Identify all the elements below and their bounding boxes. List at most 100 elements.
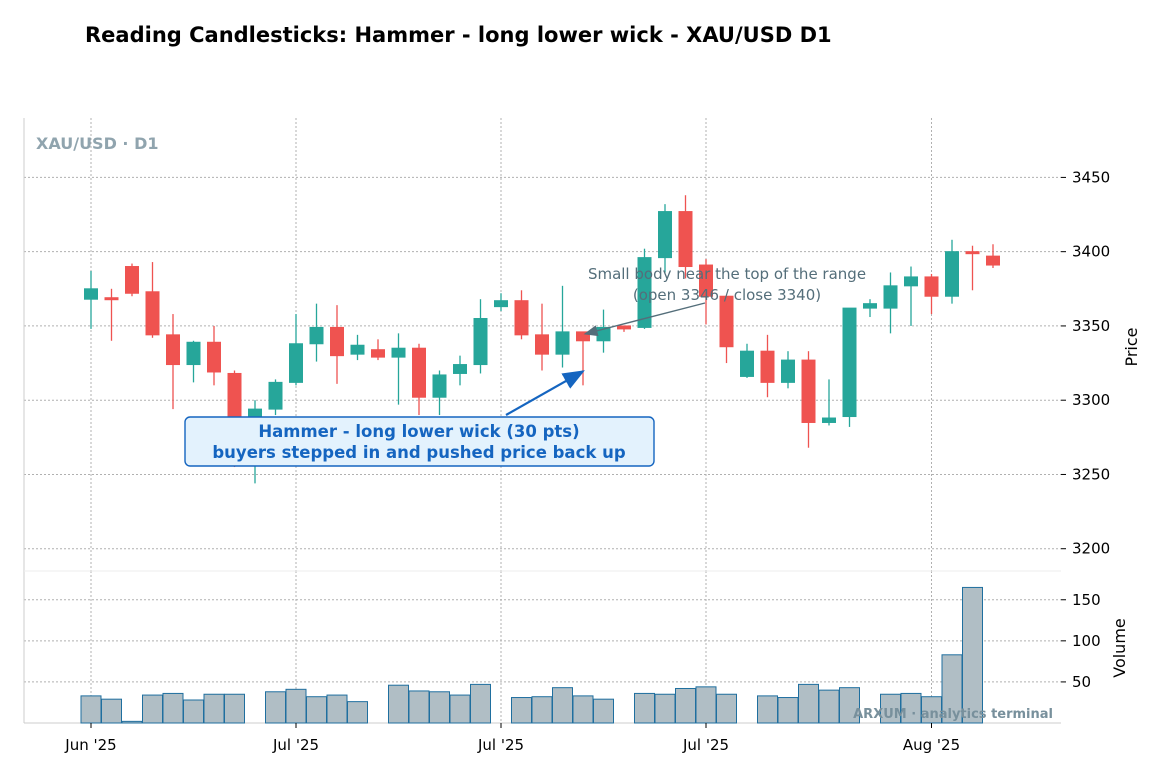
candle-body [986, 255, 1000, 266]
hammer-callout-line-2: buyers stepped in and pushed price back … [212, 443, 625, 462]
candle-body [207, 341, 221, 373]
candle-body [84, 288, 98, 300]
date-tick-label: Jul '25 [682, 736, 729, 754]
hammer-callout-line-1: Hammer - long lower wick (30 pts) [258, 422, 579, 441]
candle-body [166, 334, 180, 366]
volume-bar [265, 691, 286, 724]
volume-bar [306, 696, 327, 724]
volume-bar [429, 691, 450, 724]
volume-tick-label: 100 [1072, 632, 1101, 650]
date-tick-labels: Jun '25 Jul '25 Jul '25 Jul '25 Aug '25 [64, 723, 960, 754]
volume-grid [24, 571, 1061, 723]
candle-body [760, 350, 775, 383]
volume-tick-label: 150 [1072, 591, 1101, 609]
candle-body [473, 318, 488, 366]
volume-bar [224, 693, 245, 724]
volume-bar [347, 701, 368, 724]
candle-body [125, 266, 139, 294]
candle-body [289, 343, 303, 383]
candle-body [576, 331, 590, 342]
volume-bars [80, 586, 983, 724]
volume-tick-labels: 50 100 150 [1061, 591, 1101, 691]
volume-bar [634, 692, 655, 724]
volume-bar [716, 693, 737, 724]
candle-body [412, 347, 426, 398]
symbol-label: XAU/USD · D1 [36, 134, 159, 153]
candle-body [945, 251, 959, 297]
candle-body [514, 300, 529, 336]
candle-body [699, 264, 713, 297]
volume-bar [101, 698, 122, 724]
volume-bar [798, 683, 819, 724]
date-tick-label: Aug '25 [903, 736, 960, 754]
chart-title: Reading Candlesticks: Hammer - long lowe… [85, 23, 832, 47]
candle-body [104, 297, 119, 301]
candle-body [658, 211, 672, 259]
volume-bar [531, 696, 553, 724]
small-body-annotation: Small body near the top of the range (op… [583, 265, 866, 337]
candle-body [719, 295, 734, 348]
volume-bar [285, 688, 307, 724]
candle-body [432, 374, 447, 398]
volume-bar [839, 687, 860, 724]
volume-bar [162, 692, 184, 724]
volume-axis-label: Volume [1110, 618, 1129, 678]
candle-body [617, 325, 631, 330]
candle-body [740, 350, 754, 377]
hammer-callout-box [184, 416, 655, 467]
small-body-arrow [583, 302, 706, 337]
candle-body [145, 291, 160, 336]
volume-bar [183, 699, 204, 724]
price-grid [24, 118, 1061, 571]
price-tick-label: 3450 [1072, 168, 1110, 186]
price-tick-label: 3200 [1072, 540, 1110, 558]
volume-bar [757, 695, 778, 724]
price-tick-label: 3300 [1072, 391, 1110, 409]
date-tick-label: Jun '25 [64, 736, 116, 754]
volume-bar [388, 684, 409, 724]
candle-body [781, 359, 795, 383]
candle-body [391, 347, 406, 358]
candle-body [637, 257, 652, 328]
date-tick-label: Jul '25 [477, 736, 524, 754]
small-body-note-line-2: (open 3346 / close 3340) [633, 286, 821, 304]
volume-bar [203, 693, 225, 724]
candle-body [822, 417, 836, 423]
candles [84, 195, 1000, 484]
candle-body [330, 326, 344, 357]
volume-bar [511, 697, 532, 724]
volume-bar [449, 694, 471, 724]
volume-bar [962, 586, 983, 724]
volume-bar [408, 690, 430, 724]
volume-bar [121, 720, 143, 724]
candle-body [883, 285, 898, 309]
candle-body [965, 251, 980, 255]
volume-bar [326, 694, 348, 724]
candle-body [268, 381, 283, 410]
small-body-note-line-1: Small body near the top of the range [588, 265, 866, 283]
volume-tick-label: 50 [1072, 673, 1091, 691]
volume-bar [593, 698, 614, 724]
price-tick-label: 3350 [1072, 317, 1110, 335]
date-tick-label: Jul '25 [272, 736, 319, 754]
candle-body [863, 303, 877, 309]
candle-body [842, 307, 857, 418]
candle-body [904, 276, 918, 287]
candle-body [494, 300, 508, 308]
candle-body [555, 331, 570, 355]
volume-bar [818, 689, 840, 724]
candle-body [801, 359, 816, 423]
candle-body [535, 334, 549, 355]
candle-body [350, 344, 365, 355]
volume-bar [675, 687, 696, 724]
candle-body [186, 341, 201, 366]
volume-bar [695, 686, 717, 724]
volume-bar [80, 695, 102, 724]
volume-bar [654, 693, 676, 724]
candle-body [678, 211, 693, 268]
hammer-arrow [505, 370, 585, 416]
volume-bar [777, 697, 799, 724]
hammer-annotation: Hammer - long lower wick (30 pts) buyers… [184, 370, 655, 467]
price-tick-label: 3400 [1072, 243, 1110, 261]
candle-body [371, 349, 385, 358]
